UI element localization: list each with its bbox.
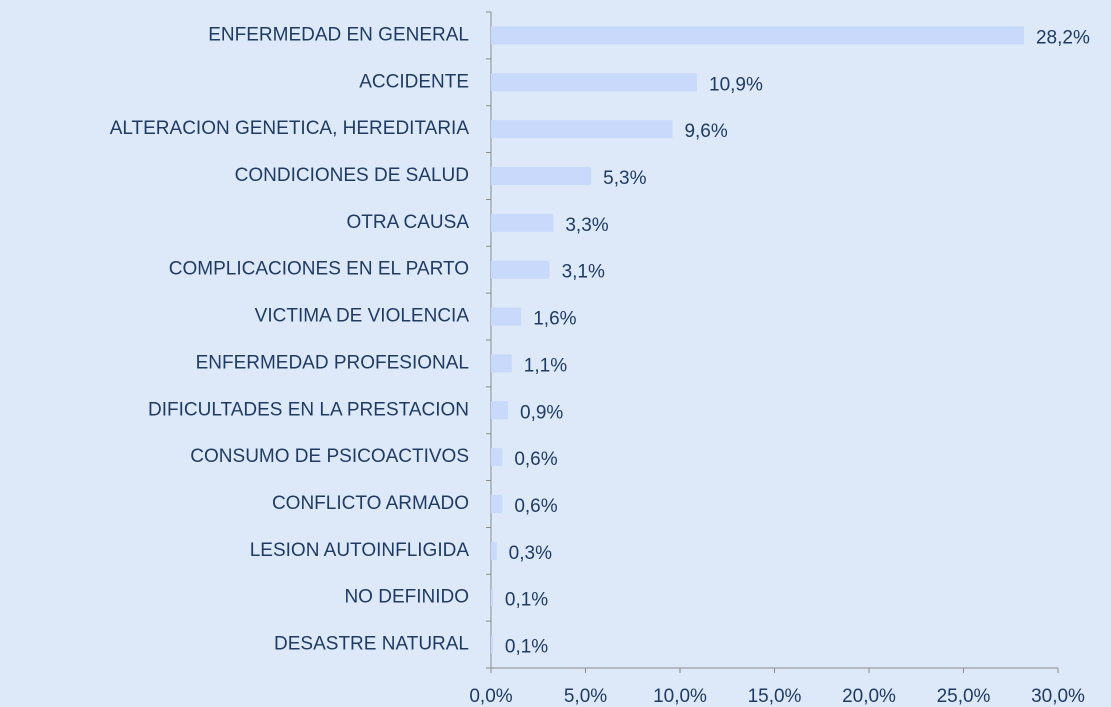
- y-tick-label: LESION AUTOINFLIGIDA: [250, 540, 470, 561]
- bar: [491, 541, 497, 560]
- y-tick-label: VICTIMA DE VIOLENCIA: [255, 306, 470, 327]
- value-label: 3,1%: [562, 262, 605, 283]
- x-tick-label: 30,0%: [1031, 686, 1085, 707]
- bar: [491, 635, 493, 654]
- y-tick-label: DESASTRE NATURAL: [274, 634, 469, 655]
- y-tick-label: COMPLICACIONES EN EL PARTO: [169, 259, 469, 280]
- bar: [491, 213, 554, 232]
- y-tick-label: CONFLICTO ARMADO: [272, 493, 469, 514]
- bar: [491, 354, 512, 373]
- y-tick-label: CONSUMO DE PSICOACTIVOS: [190, 446, 469, 467]
- bar: [491, 495, 503, 513]
- bar: [491, 448, 503, 467]
- y-tick-label: DIFICULTADES EN LA PRESTACION: [148, 399, 469, 420]
- y-tick-label: ENFERMEDAD PROFESIONAL: [196, 352, 469, 373]
- bar: [491, 401, 509, 420]
- bar: [491, 588, 493, 607]
- x-tick-label: 0,0%: [469, 686, 512, 707]
- bar: [491, 120, 673, 139]
- x-tick-label: 15,0%: [748, 686, 802, 707]
- value-label: 3,3%: [565, 215, 608, 236]
- x-tick-label: 5,0%: [564, 686, 607, 707]
- bar: [491, 26, 1024, 45]
- value-label: 1,6%: [533, 309, 576, 330]
- bar: [491, 167, 592, 185]
- value-label: 0,6%: [514, 496, 557, 517]
- y-tick-label: ACCIDENTE: [359, 71, 469, 92]
- x-tick-label: 20,0%: [842, 686, 896, 707]
- value-label: 0,9%: [520, 402, 563, 423]
- value-label: 0,1%: [505, 590, 548, 611]
- y-tick-label: ENFERMEDAD EN GENERAL: [208, 24, 469, 45]
- y-tick-label: ALTERACION GENETICA, HEREDITARIA: [110, 118, 470, 139]
- y-tick-label: OTRA CAUSA: [347, 212, 470, 233]
- value-label: 5,3%: [603, 168, 646, 189]
- y-tick-label: NO DEFINIDO: [344, 587, 469, 608]
- x-tick-label: 25,0%: [937, 686, 991, 707]
- bar: [491, 307, 522, 326]
- value-label: 28,2%: [1036, 27, 1090, 48]
- value-label: 10,9%: [709, 74, 763, 95]
- y-tick-label: CONDICIONES DE SALUD: [235, 165, 469, 186]
- x-tick-label: 10,0%: [653, 686, 707, 707]
- value-label: 0,3%: [509, 543, 552, 564]
- bar: [491, 260, 550, 279]
- value-label: 0,6%: [514, 449, 557, 470]
- bar: [491, 73, 698, 92]
- value-label: 1,1%: [524, 355, 567, 376]
- value-label: 0,1%: [505, 637, 548, 658]
- value-label: 9,6%: [684, 121, 727, 142]
